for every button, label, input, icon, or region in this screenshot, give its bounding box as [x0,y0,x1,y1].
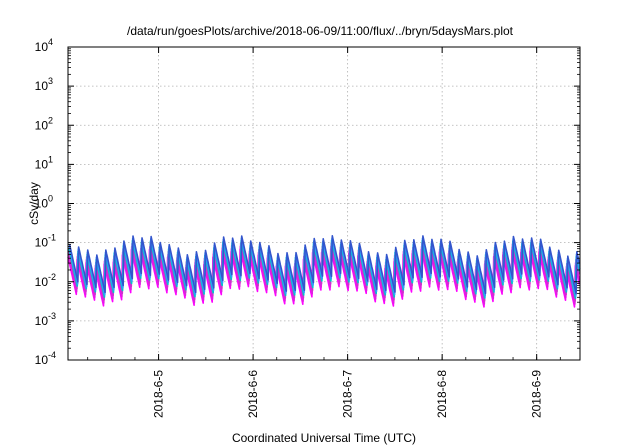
y-tick-base: 10 [35,157,49,171]
y-tick-exponent: 2 [48,115,53,125]
y-tick-exponent: 1 [48,154,53,164]
y-tick-exponent: 0 [48,194,53,204]
y-tick-label: 10 [35,197,49,211]
y-tick-base: 10 [35,40,49,54]
y-tick-exponent: -2 [48,272,56,282]
y-tick-label: 10 [35,79,49,93]
x-tick-label: 2018-6-6 [246,370,260,418]
y-tick-label: 10 [35,157,49,171]
y-axis-label: cSv/day [27,182,41,225]
y-tick-exponent: 3 [48,76,53,86]
y-tick-base: 10 [35,353,49,367]
y-tick-base: 10 [35,118,49,132]
y-tick-label: 10 [35,353,49,367]
y-tick-exponent: -1 [48,233,56,243]
series-group [67,235,581,308]
x-tick-label: 2018-6-5 [152,370,166,418]
y-tick-label: 10 [35,314,49,328]
y-tick-label: 10 [35,275,49,289]
y-tick-base: 10 [35,275,49,289]
y-tick-exponent: 4 [48,37,53,47]
x-tick-label: 2018-6-7 [341,370,355,418]
y-tick-base: 10 [35,314,49,328]
y-tick-exponent: -4 [48,350,56,360]
y-tick-base: 10 [35,197,49,211]
y-tick-label: 10 [35,236,49,250]
x-axis-label: Coordinated Universal Time (UTC) [232,431,416,445]
y-tick-base: 10 [35,236,49,250]
y-tick-label: 10 [35,118,49,132]
grid [68,47,580,360]
y-tick-base: 10 [35,79,49,93]
y-tick-exponent: -3 [48,311,56,321]
x-tick-label: 2018-6-9 [530,370,544,418]
y-tick-label: 10 [35,40,49,54]
x-axis: 2018-6-5 2018-6-6 2018-6-7 2018-6-8 2018-6-9 [87,47,561,418]
series-line [68,235,581,295]
x-tick-label: 2018-6-8 [435,370,449,418]
chart-title: /data/run/goesPlots/archive/2018-06-09/1… [127,24,514,38]
